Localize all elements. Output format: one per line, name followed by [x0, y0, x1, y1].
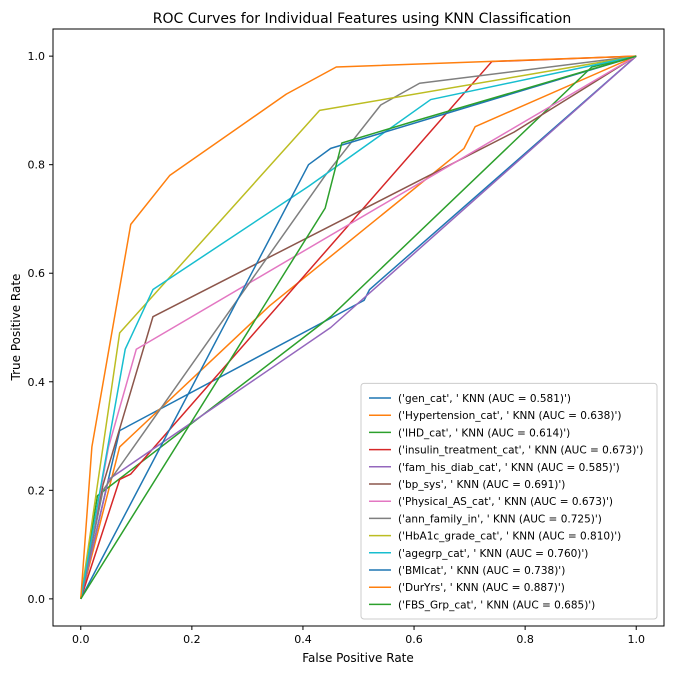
series-line-10 — [80, 55, 637, 600]
x-tick-label: 0.2 — [183, 633, 201, 646]
series-line-11 — [80, 55, 637, 599]
y-axis: 0.0 0.2 0.4 0.6 0.8 1.0 — [28, 50, 53, 606]
x-axis-label: False Positive Rate — [302, 651, 414, 665]
series-line-8 — [80, 55, 637, 599]
x-tick-label: 0.6 — [405, 633, 423, 646]
plot-frame — [52, 28, 665, 627]
series-line-1 — [80, 55, 637, 600]
series-line-4 — [80, 55, 637, 600]
x-tick-label: 1.0 — [627, 633, 645, 646]
x-axis: 0.0 0.2 0.4 0.6 0.8 1.0 — [72, 626, 645, 646]
y-tick-label: 0.0 — [28, 593, 46, 606]
legend: ('gen_cat', ' KNN (AUC = 0.581)') ('Hyper… — [360, 382, 658, 620]
legend-box — [360, 382, 658, 620]
legend-entry: ('gen_cat', ' KNN (AUC = 0.581)') — [398, 393, 571, 405]
legend-entry: ('Hypertension_cat', ' KNN (AUC = 0.638)… — [398, 410, 621, 422]
legend-entry: ('insulin_treatment_cat', ' KNN (AUC = 0… — [398, 445, 643, 457]
legend-entry: ('HbA1c_grade_cat', ' KNN (AUC = 0.810)'… — [398, 531, 621, 543]
y-tick-label: 0.2 — [28, 484, 46, 497]
legend-entry: ('BMIcat', ' KNN (AUC = 0.738)') — [398, 565, 565, 577]
x-tick-label: 0.0 — [72, 633, 90, 646]
y-tick-label: 0.8 — [28, 159, 46, 172]
series-line-2 — [80, 55, 637, 599]
legend-entry: ('ann_family_in', ' KNN (AUC = 0.725)') — [398, 513, 602, 525]
y-tick-label: 0.6 — [28, 267, 46, 280]
chart-title: ROC Curves for Individual Features using… — [153, 11, 571, 27]
series-line-9 — [80, 55, 637, 599]
y-axis-label: True Positive Rate — [9, 274, 23, 382]
legend-entry: ('DurYrs', ' KNN (AUC = 0.887)') — [398, 582, 565, 594]
legend-entry: ('IHD_cat', ' KNN (AUC = 0.614)') — [398, 427, 570, 439]
legend-entry: ('bp_sys', ' KNN (AUC = 0.691)') — [398, 479, 565, 491]
series-line-12 — [80, 55, 637, 600]
legend-entry: ('fam_his_diab_cat', ' KNN (AUC = 0.585)… — [398, 462, 620, 474]
plot-area — [80, 55, 637, 600]
x-tick-label: 0.4 — [294, 633, 312, 646]
y-tick-label: 0.4 — [28, 376, 46, 389]
legend-entry: ('FBS_Grp_cat', ' KNN (AUC = 0.685)') — [398, 599, 595, 611]
y-tick-label: 1.0 — [28, 50, 46, 63]
x-tick-label: 0.8 — [516, 633, 534, 646]
legend-entry: ('agegrp_cat', ' KNN (AUC = 0.760)') — [398, 548, 588, 560]
legend-entry: ('Physical_AS_cat', ' KNN (AUC = 0.673)'… — [398, 496, 613, 508]
